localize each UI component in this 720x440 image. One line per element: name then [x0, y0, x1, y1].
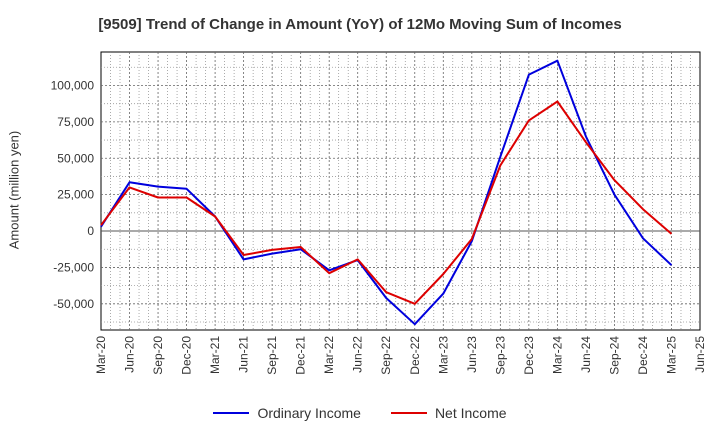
x-tick-label: Sep-22 [379, 336, 393, 375]
x-tick-label: Jun-24 [579, 336, 593, 373]
x-tick-label: Mar-23 [436, 336, 450, 374]
x-tick-label: Jun-22 [351, 336, 365, 373]
y-tick-label: -50,000 [53, 297, 94, 311]
plot-area [100, 51, 701, 331]
y-tick-label: 50,000 [57, 151, 94, 165]
x-tick-label: Dec-22 [408, 336, 422, 375]
x-tick-label: Dec-23 [522, 336, 536, 375]
x-tick-label: Jun-23 [465, 336, 479, 373]
x-tick-label: Sep-23 [493, 336, 507, 375]
x-tick-label: Dec-20 [180, 336, 194, 375]
legend-swatch-ordinary-income [213, 412, 250, 414]
chart-title: [9509] Trend of Change in Amount (YoY) o… [98, 16, 622, 33]
legend-swatch-net-income [390, 412, 427, 414]
x-tick-label: Mar-22 [322, 336, 336, 374]
x-tick-label: Dec-24 [636, 336, 650, 375]
legend-item-ordinary-income: Ordinary Income [213, 405, 361, 421]
x-tick-label: Mar-24 [550, 336, 564, 374]
y-tick-label: 0 [87, 224, 94, 238]
x-tick-label: Mar-21 [208, 336, 222, 374]
legend-label-ordinary-income: Ordinary Income [257, 405, 361, 421]
x-tick-label: Mar-20 [94, 336, 108, 374]
x-tick-label: Sep-21 [265, 336, 279, 375]
series-line-net-income [100, 100, 673, 305]
y-tick-label: 25,000 [57, 188, 94, 202]
x-tick-label: Jun-20 [123, 336, 137, 373]
x-tick-label: Dec-21 [294, 336, 308, 375]
x-tick-label: Sep-20 [151, 336, 165, 375]
x-tick-label: Jun-21 [237, 336, 251, 373]
legend-label-net-income: Net Income [434, 405, 507, 421]
x-tick-label: Mar-25 [664, 336, 678, 374]
legend: Ordinary Income Net Income [0, 405, 720, 421]
y-tick-label: 100,000 [51, 78, 95, 92]
x-tick-label: Jun-25 [693, 336, 707, 373]
x-tick-label: Sep-24 [607, 336, 621, 375]
y-tick-label: 75,000 [57, 115, 94, 129]
series-line-ordinary-income [100, 59, 673, 326]
legend-item-net-income: Net Income [390, 405, 507, 421]
y-tick-label: -25,000 [53, 260, 94, 274]
